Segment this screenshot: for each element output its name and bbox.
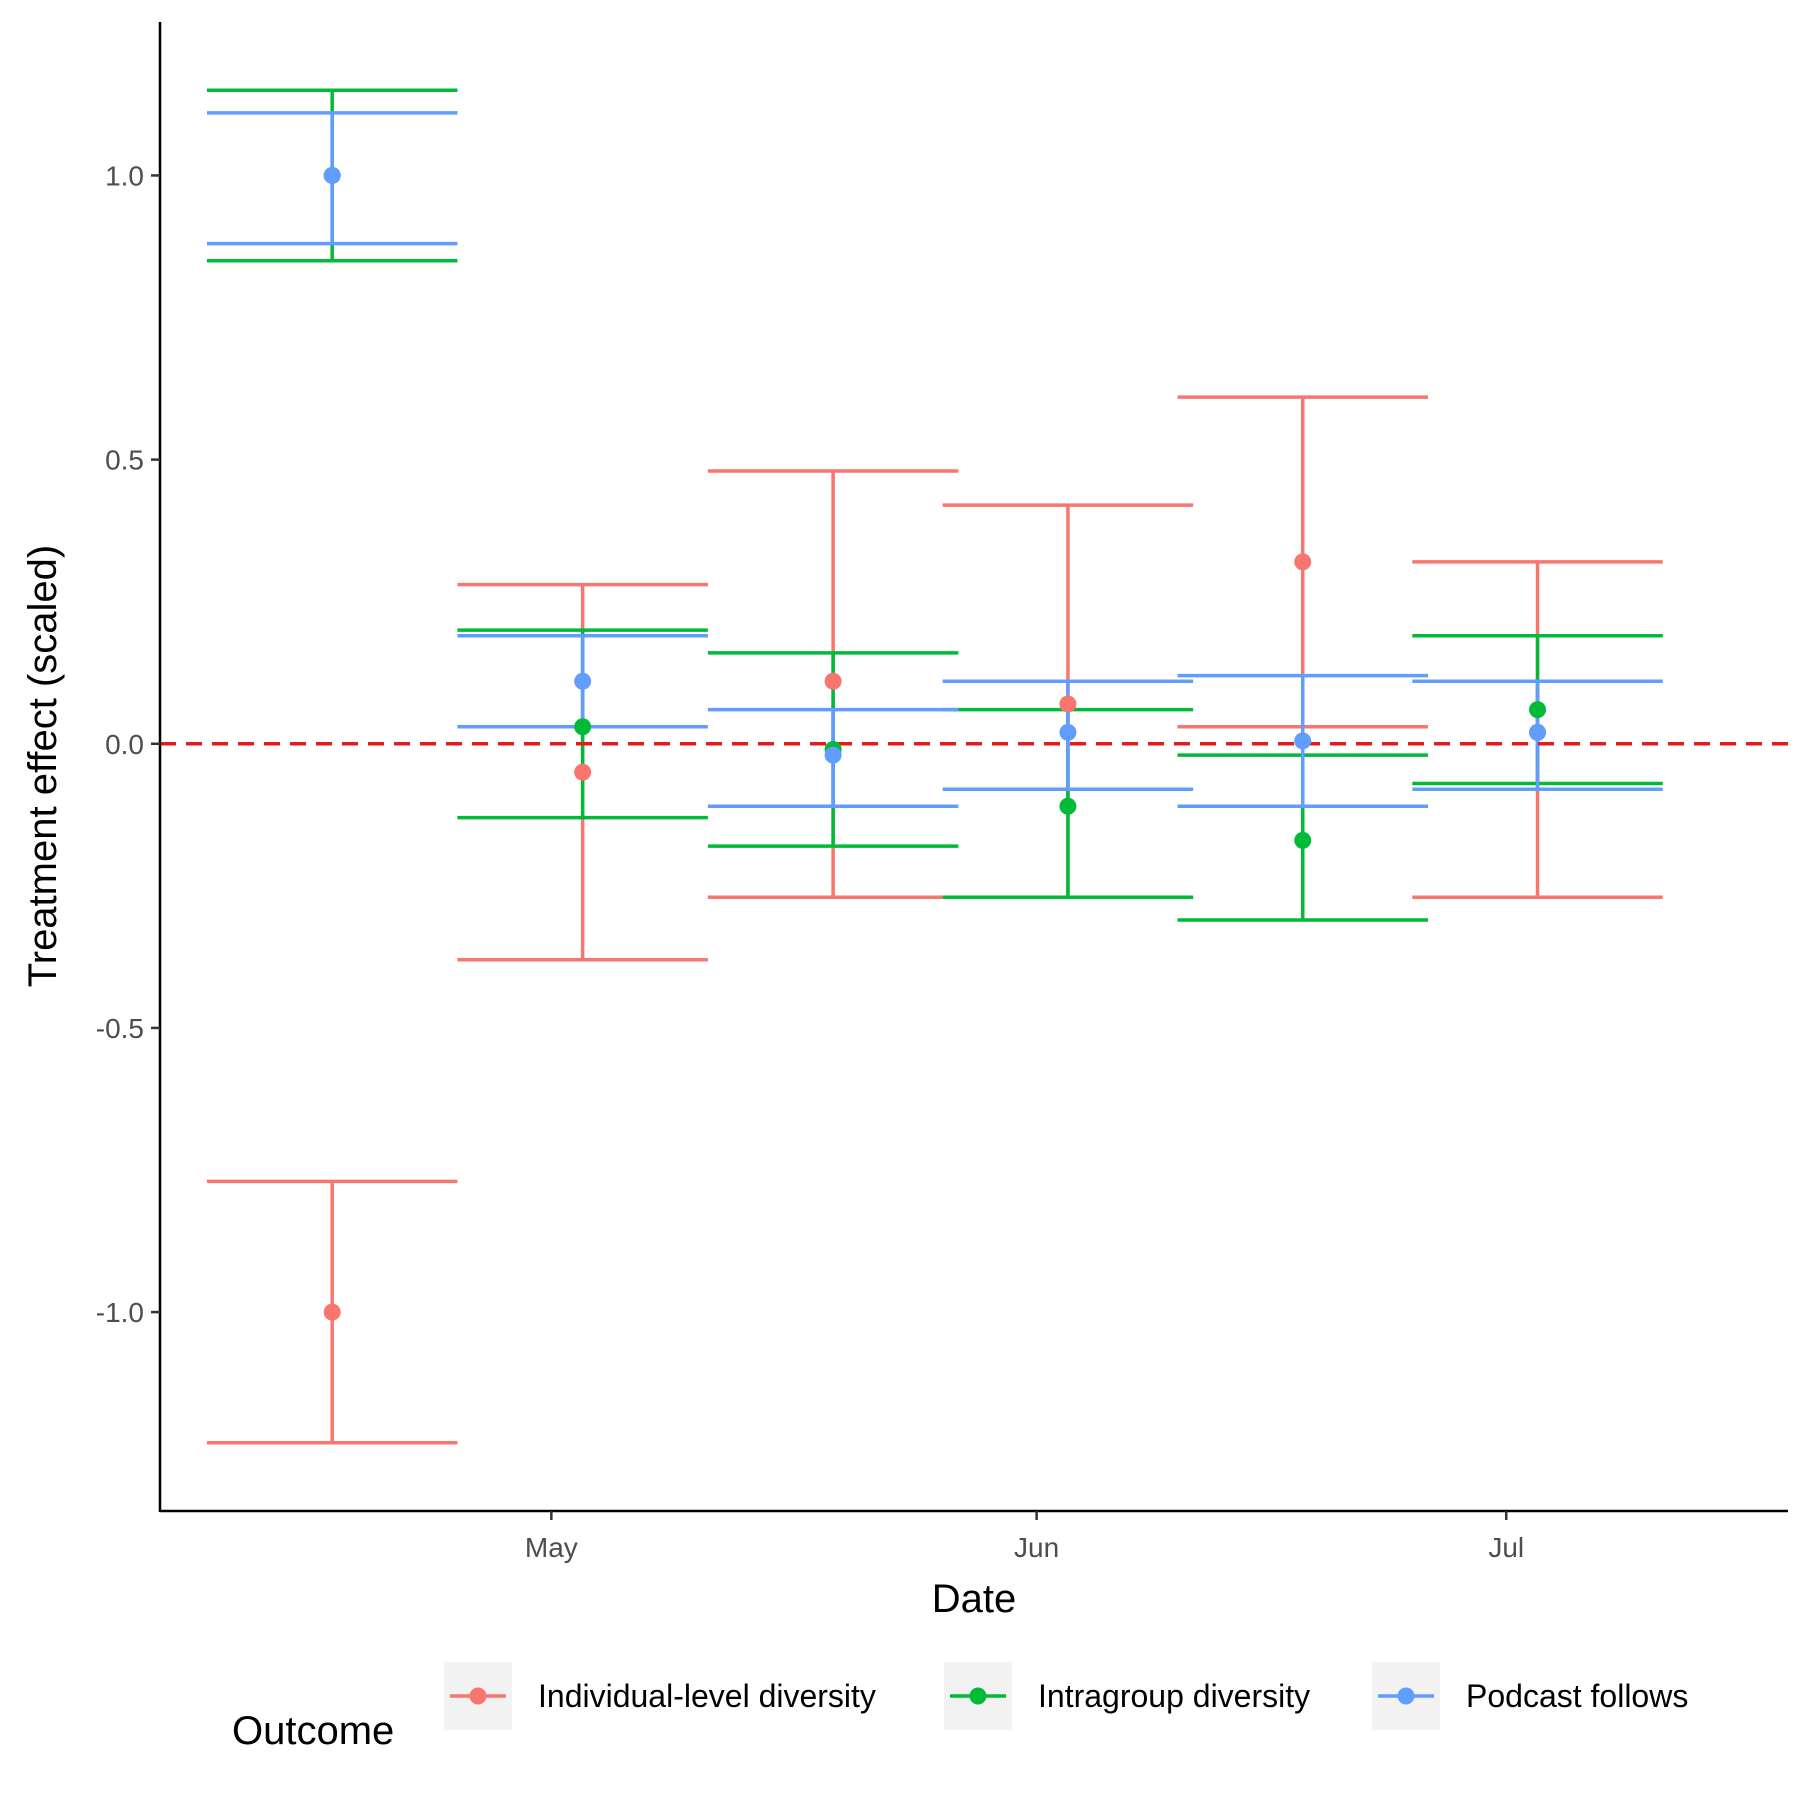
legend-item-2: Podcast follows bbox=[1372, 1662, 1688, 1730]
data-point bbox=[1294, 732, 1312, 750]
legend: Outcome Individual-level diversity Intrag… bbox=[232, 1662, 1688, 1753]
x-tick-label: May bbox=[525, 1532, 578, 1563]
legend-title: Outcome bbox=[232, 1709, 394, 1753]
y-tick-label: 1.0 bbox=[105, 160, 144, 191]
data-point bbox=[1059, 797, 1077, 815]
legend-label: Individual-level diversity bbox=[538, 1678, 876, 1714]
chart-axes bbox=[158, 22, 1788, 1513]
legend-key-point bbox=[969, 1687, 987, 1705]
legend-item-1: Intragroup diversity bbox=[944, 1662, 1310, 1730]
data-point bbox=[323, 1303, 341, 1321]
legend-key-point bbox=[469, 1687, 487, 1705]
x-axis-title: Date bbox=[932, 1577, 1017, 1621]
data-point bbox=[824, 672, 842, 690]
data-point bbox=[824, 746, 842, 764]
x-tick-label: Jun bbox=[1014, 1532, 1059, 1563]
series-2-points bbox=[323, 166, 1547, 764]
x-axis-ticks: May Jun Jul bbox=[525, 1511, 1524, 1563]
data-point bbox=[574, 718, 592, 736]
data-point bbox=[1294, 553, 1312, 571]
legend-item-0: Individual-level diversity bbox=[444, 1662, 876, 1730]
chart-marks bbox=[160, 88, 1788, 1445]
data-point bbox=[574, 763, 592, 781]
y-tick-label: 0.5 bbox=[105, 445, 144, 476]
x-tick-label: Jul bbox=[1488, 1532, 1524, 1563]
y-axis-ticks: -1.0 -0.5 0.0 0.5 1.0 bbox=[96, 160, 160, 1328]
data-point bbox=[1059, 723, 1077, 741]
data-point bbox=[574, 672, 592, 690]
data-point bbox=[323, 166, 341, 184]
y-tick-label: -1.0 bbox=[96, 1297, 144, 1328]
legend-label: Intragroup diversity bbox=[1038, 1678, 1310, 1714]
y-tick-label: -0.5 bbox=[96, 1013, 144, 1044]
data-point bbox=[1529, 701, 1547, 719]
y-axis-title: Treatment effect (scaled) bbox=[21, 545, 65, 987]
legend-key-point bbox=[1397, 1687, 1415, 1705]
y-tick-label: 0.0 bbox=[105, 729, 144, 760]
series-2-errorbars bbox=[206, 111, 1663, 809]
data-point bbox=[1059, 695, 1077, 713]
data-point bbox=[1294, 831, 1312, 849]
data-point bbox=[1529, 723, 1547, 741]
legend-label: Podcast follows bbox=[1466, 1678, 1688, 1714]
